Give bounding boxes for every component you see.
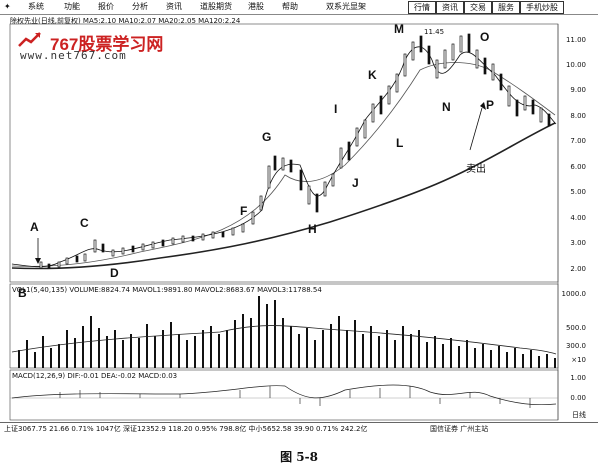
window-tab[interactable]: 双系光显架 — [326, 2, 366, 11]
label-p: P — [486, 98, 495, 112]
index-quotes: 上证3067.75 21.66 0.71% 1047亿 深证12352.9 11… — [4, 425, 368, 433]
volume-bars — [18, 296, 556, 368]
label-j: J — [352, 176, 359, 190]
info-button[interactable]: 资讯 — [436, 1, 464, 14]
menu-bar: ✦ 系统 功能 报价 分析 资讯 道股期货 港股 帮助 双系光显架 行情 资讯 … — [0, 0, 598, 15]
label-d: D — [110, 266, 119, 280]
label-n: N — [442, 100, 451, 114]
arrow-sell — [469, 107, 483, 151]
menu-info[interactable]: 资讯 — [166, 2, 182, 11]
label-g: G — [262, 130, 272, 144]
macd-label: MACD(12,26,9) DIF:-0.01 DEA:-0.02 MACD:0… — [12, 372, 178, 380]
volume-ma-line — [11, 325, 557, 355]
app-logo-icon: ✦ — [4, 2, 11, 11]
menu-analysis[interactable]: 分析 — [132, 2, 148, 11]
logo-name: 767股票学习网 — [50, 35, 164, 54]
service-button[interactable]: 服务 — [492, 1, 520, 14]
label-h: H — [308, 222, 317, 236]
label-l: L — [396, 136, 404, 150]
mobile-button[interactable]: 手机炒股 — [520, 1, 564, 14]
macd-axis: 1.00 0.00 日线 — [570, 374, 586, 419]
broker-server[interactable]: 国信证券 广州主站 — [430, 425, 489, 433]
menu-help[interactable]: 帮助 — [282, 2, 298, 11]
label-i: I — [334, 102, 338, 116]
label-m: M — [394, 22, 404, 36]
candlesticks — [39, 33, 551, 269]
label-c: C — [80, 216, 89, 230]
status-bar: 上证3067.75 21.66 0.71% 1047亿 深证12352.9 11… — [0, 422, 598, 435]
logo-url: www.net767.com — [20, 49, 127, 62]
menu-function[interactable]: 功能 — [64, 2, 80, 11]
quote-button[interactable]: 行情 — [408, 1, 436, 14]
ma120-line — [11, 122, 556, 270]
chart-arrow-icon — [18, 32, 41, 47]
sell-label: 卖出 — [466, 164, 486, 175]
menu-quote[interactable]: 报价 — [98, 2, 114, 11]
label-a: A — [30, 220, 39, 234]
label-k: K — [368, 68, 377, 82]
trade-button[interactable]: 交易 — [464, 1, 492, 14]
label-f: F — [240, 204, 248, 218]
macd-histogram — [59, 386, 531, 408]
high-marker: 11.45 — [424, 28, 445, 36]
site-logo: 767股票学习网 www.net767.com — [18, 30, 168, 62]
price-axis: 11.00 10.00 9.00 8.00 7.00 6.00 5.00 4.0… — [565, 36, 586, 273]
menu-hk[interactable]: 港股 — [248, 2, 264, 11]
menu-futures[interactable]: 道股期货 — [200, 2, 232, 11]
volume-axis: 1000.0 500.0 300.0 ×10 — [561, 290, 587, 364]
macd-dif-line — [11, 384, 557, 406]
ma-indicator-line: 除权先业(日线,前复权) MA5:2.10 MA10:2.07 MA20:2.0… — [10, 17, 241, 25]
volume-label: VOL1(5,40,135) VOLUME:8824.74 MAVOL1:989… — [12, 286, 322, 294]
label-b: B — [18, 286, 27, 300]
label-o: O — [480, 30, 490, 44]
menu-system[interactable]: 系统 — [28, 2, 44, 11]
figure-caption: 图 5-8 — [280, 450, 318, 464]
